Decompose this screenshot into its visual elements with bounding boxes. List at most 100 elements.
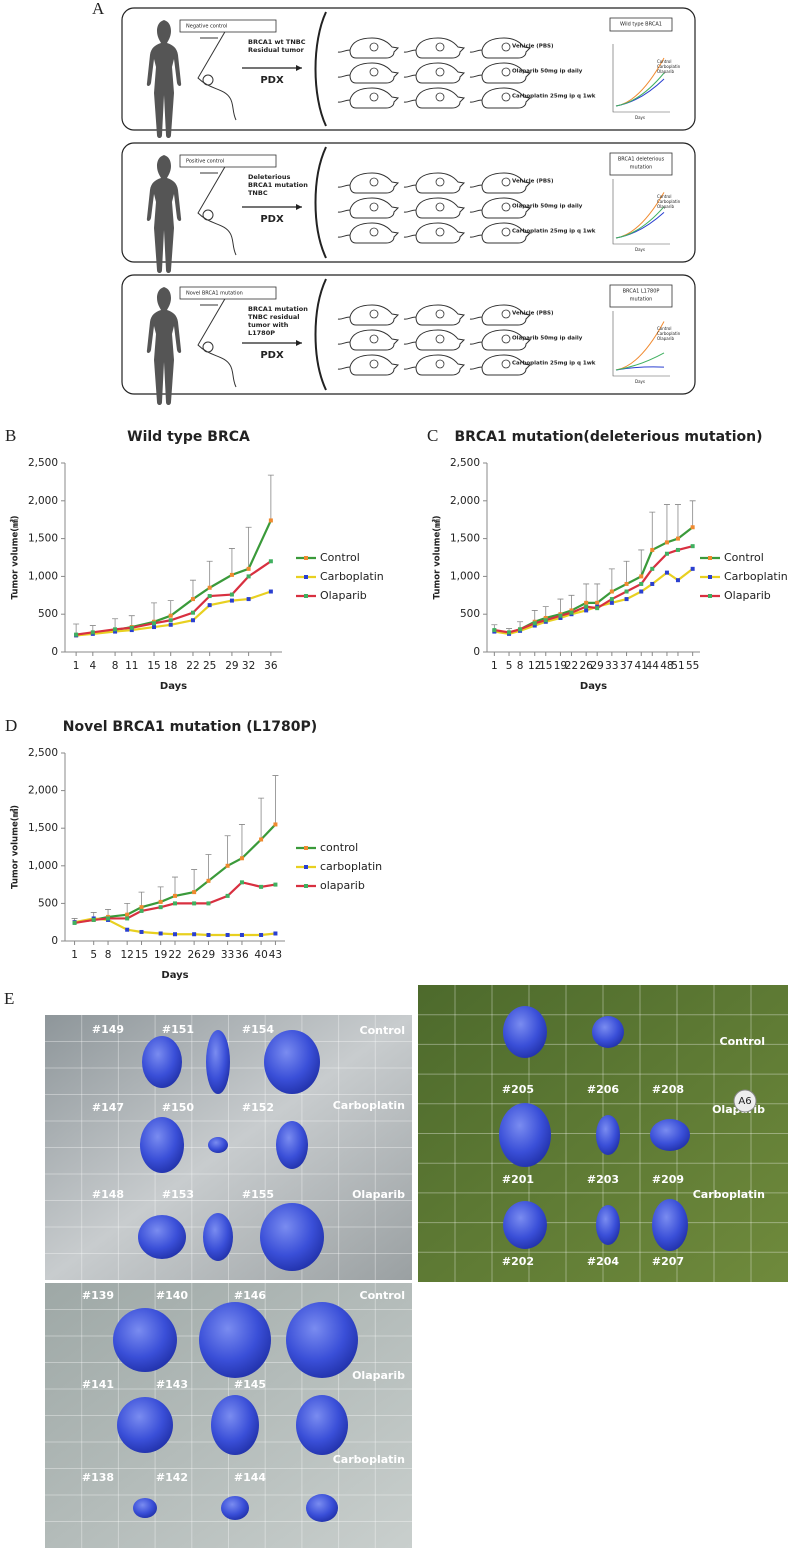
mouse-icon	[403, 354, 466, 376]
data-point	[225, 863, 230, 868]
x-tick-label: 4	[89, 660, 96, 672]
x-tick-label: 15	[147, 660, 160, 672]
data-point	[229, 572, 234, 577]
mouse-icon	[337, 329, 400, 351]
tumor-id: #145	[234, 1378, 266, 1391]
data-point	[173, 932, 177, 937]
tumor	[142, 1036, 182, 1088]
error-bar	[557, 598, 564, 615]
tumor	[206, 1030, 230, 1094]
legend-label: Carboplatin	[724, 570, 788, 583]
x-tick-label: 22	[168, 949, 181, 961]
tumor-label: TNBC	[248, 189, 268, 197]
legend-marker	[304, 884, 308, 888]
y-tick-label: 0	[473, 646, 480, 658]
legend-label: olaparib	[320, 879, 365, 892]
data-point	[609, 597, 614, 602]
tag-icon	[733, 1089, 757, 1113]
x-tick-label: 1	[73, 660, 80, 672]
treatment-label: Carboplatin 25mg ip q 1wk	[512, 229, 596, 235]
group-label: Control	[360, 1024, 405, 1037]
x-tick-label: 29	[225, 660, 238, 672]
tumor-id: #146	[234, 1289, 267, 1302]
error-bar	[245, 526, 252, 569]
legend-marker	[304, 594, 308, 598]
mini-axis-label: Days	[635, 115, 645, 120]
data-point	[664, 540, 669, 545]
data-point	[268, 518, 273, 523]
tumor-id: #147	[92, 1101, 124, 1114]
data-point	[507, 630, 512, 635]
error-bar	[623, 560, 630, 584]
x-tick-label: 29	[590, 660, 603, 672]
data-point	[609, 600, 614, 605]
tumor	[296, 1395, 348, 1455]
legend-label: Control	[724, 551, 764, 564]
tumor	[652, 1199, 688, 1251]
data-point	[532, 623, 537, 628]
data-point	[246, 574, 251, 579]
tumor	[117, 1397, 173, 1453]
data-point	[129, 628, 134, 633]
data-point	[609, 589, 614, 594]
tumor-label: tumor with	[248, 321, 289, 329]
data-point	[190, 610, 195, 615]
error-bar	[228, 548, 235, 575]
data-point	[624, 597, 629, 602]
mini-trend	[615, 206, 665, 239]
tumor-id: #206	[587, 1083, 620, 1096]
group-label: Carboplatin	[333, 1099, 405, 1112]
tumor-icon	[435, 227, 445, 237]
breast-outline	[197, 296, 237, 388]
breast-outline	[197, 164, 237, 256]
tumor	[203, 1213, 233, 1261]
data-point	[492, 628, 497, 633]
legend-label: Olaparib	[320, 589, 367, 602]
model-label: PDX	[260, 214, 284, 225]
error-bar	[663, 504, 670, 543]
data-point	[139, 929, 144, 934]
x-tick-label: 15	[539, 660, 552, 672]
group-label: Novel BRCA1 mutation	[186, 291, 243, 297]
treatment-label: Olaparib 50mg ip daily	[512, 69, 583, 75]
group-label: Control	[720, 1035, 765, 1048]
tumor	[133, 1498, 157, 1518]
mini-axes	[612, 179, 670, 245]
mini-legend: Carboplatin	[657, 64, 681, 69]
x-tick-label: 36	[264, 660, 278, 672]
tumor-id: #150	[162, 1101, 195, 1114]
series-line	[75, 519, 272, 637]
data-point	[558, 615, 563, 620]
tumor-id: #141	[82, 1378, 114, 1391]
y-tick-label: 0	[51, 646, 58, 658]
tumor-icon	[501, 92, 511, 102]
data-point	[91, 917, 96, 922]
mouse-icon	[469, 37, 532, 59]
mini-axes	[612, 311, 670, 377]
tumor-label: Deleterious	[248, 173, 290, 181]
chart-title: BRCA1 mutation(deleterious mutation)	[454, 429, 762, 445]
error-bar	[674, 504, 681, 539]
data-point	[624, 581, 629, 586]
data-point	[558, 613, 563, 618]
error-bar	[649, 511, 656, 550]
x-tick-label: 40	[254, 949, 267, 961]
mini-title: mutation	[630, 297, 653, 303]
mouse-icon	[469, 354, 532, 376]
mouse-icon	[403, 222, 466, 244]
error-bar	[568, 594, 575, 611]
mouse-icon	[469, 304, 532, 326]
data-point	[106, 916, 111, 921]
x-tick-label: 1	[491, 660, 498, 672]
tumor-id: #153	[162, 1188, 194, 1201]
breast-tumor	[202, 74, 214, 86]
tumor-label: BRCA1 mutation	[248, 305, 308, 313]
data-point	[690, 566, 695, 571]
breast-outline	[197, 29, 237, 121]
data-point	[259, 932, 264, 937]
treatment-label: Olaparib 50mg ip daily	[512, 204, 583, 210]
data-point	[173, 893, 177, 898]
tumor-id: #139	[82, 1289, 114, 1302]
y-tick-label: 1,000	[28, 570, 58, 582]
y-tick-label: 1,000	[28, 860, 58, 872]
